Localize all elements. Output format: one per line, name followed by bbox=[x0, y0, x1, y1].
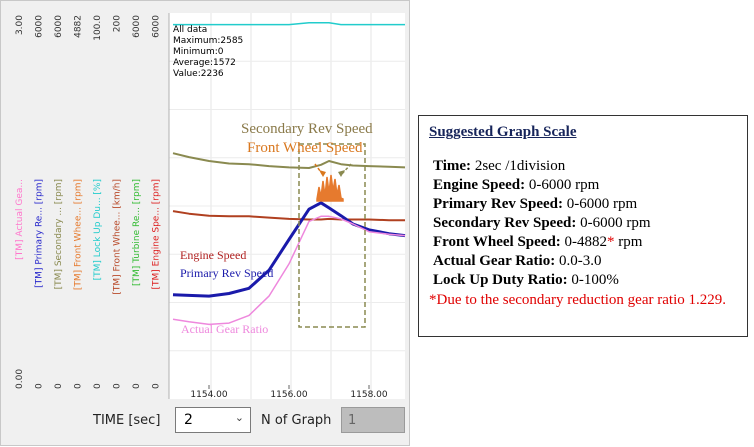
scale-unit: rpm bbox=[614, 234, 643, 250]
y-axis-max-label: 6000 bbox=[35, 15, 45, 38]
stats-heading: All data bbox=[173, 25, 207, 35]
y-axes: 3.00 [TM] Actual Gea... 0.00 6000 [TM] Prima… bbox=[15, 15, 162, 389]
scale-row-engine: Engine Speed: 0-6000 rpm bbox=[433, 177, 599, 194]
y-axis-max-label: 100.0 bbox=[93, 15, 103, 41]
chart-area[interactable]: 3.00 [TM] Actual Gea... 0.00 6000 [TM] Prima… bbox=[1, 1, 411, 401]
series-line bbox=[172, 215, 406, 326]
y-axis-min-label: 0.00 bbox=[15, 369, 25, 389]
arrowhead-left bbox=[319, 170, 326, 177]
y-axis-min-label: 0 bbox=[35, 383, 45, 389]
scale-row-secondary: Secondary Rev Speed: 0-6000 rpm bbox=[433, 215, 651, 232]
ngraph-label: N of Graph bbox=[261, 413, 332, 428]
y-axis-name-label: [TM] Lock Up Du... [%] bbox=[93, 179, 103, 280]
x-tick-label: 1158.00 bbox=[350, 390, 387, 400]
arrowhead-right bbox=[338, 170, 345, 177]
y-axis-max-label: 6000 bbox=[152, 15, 162, 38]
x-axis-ticks: 1154.00 1156.00 1158.00 bbox=[190, 385, 388, 400]
x-tick-label: 1154.00 bbox=[190, 390, 227, 400]
scale-row-lockup: Lock Up Duty Ratio: 0-100% bbox=[433, 272, 619, 289]
y-axis-min-label: 0 bbox=[113, 383, 123, 389]
scale-label: Secondary Rev Speed: bbox=[433, 215, 577, 231]
scale-label: Time: bbox=[433, 158, 472, 174]
scale-row-front-wheel: Front Wheel Speed: 0-4882* rpm bbox=[433, 234, 642, 251]
y-axis-max-label: 6000 bbox=[54, 15, 64, 38]
scale-label: Lock Up Duty Ratio: bbox=[433, 272, 568, 288]
time-label: TIME [sec] bbox=[93, 413, 161, 428]
x-tick-label: 1156.00 bbox=[270, 390, 307, 400]
annotation-gear-ratio: Actual Gear Ratio bbox=[181, 322, 268, 336]
series-line bbox=[172, 210, 405, 222]
y-axis-max-label: 6000 bbox=[132, 15, 142, 38]
scale-label: Engine Speed: bbox=[433, 177, 526, 193]
series-line bbox=[173, 21, 405, 26]
y-axis-name-label: [TM] Actual Gea... bbox=[15, 179, 25, 260]
y-axis-name-label: [TM] Engine Spe... [rpm] bbox=[152, 179, 162, 289]
y-axis-max-label: 3.00 bbox=[15, 15, 25, 35]
front-wheel-speed-spike bbox=[316, 174, 344, 202]
stats-minimum: Minimum:0 bbox=[173, 47, 224, 57]
scale-value: 0-100% bbox=[567, 272, 619, 288]
scale-row-primary: Primary Rev Speed: 0-6000 rpm bbox=[433, 196, 637, 213]
series-line bbox=[172, 152, 406, 169]
time-select[interactable]: 2 ⌄ bbox=[175, 407, 251, 433]
stats-maximum: Maximum:2585 bbox=[173, 36, 243, 46]
y-axis-name-label: [TM] Primary Re... [rpm] bbox=[35, 179, 45, 288]
stats-value: Value:2236 bbox=[173, 69, 224, 79]
y-axis-name-label: [TM] Front Whee... [km/h] bbox=[113, 179, 123, 295]
annotation-secondary: Secondary Rev Speed bbox=[241, 121, 373, 137]
chevron-down-icon: ⌄ bbox=[234, 411, 244, 424]
graph-panel: 3.00 [TM] Actual Gea... 0.00 6000 [TM] Prima… bbox=[0, 0, 410, 446]
scale-value: 0.0-3.0 bbox=[555, 253, 602, 269]
y-axis-name-label: [TM] Turbine Re... [rpm] bbox=[132, 179, 142, 286]
y-axis-max-label: 200 bbox=[113, 15, 123, 32]
scale-value: 0-4882 bbox=[560, 234, 608, 250]
bottom-toolbar: TIME [sec] 2 ⌄ N of Graph 1 bbox=[1, 401, 411, 447]
scale-row-time: Time: 2sec /1division bbox=[433, 158, 565, 175]
highlight-box bbox=[298, 143, 366, 328]
series-layer bbox=[172, 21, 406, 326]
scale-label: Front Wheel Speed: bbox=[433, 234, 561, 250]
ngraph-input[interactable]: 1 bbox=[341, 407, 405, 433]
scale-value: 0-6000 rpm bbox=[525, 177, 600, 193]
annotation-front-wheel: Front Wheel Speed bbox=[247, 140, 363, 156]
series-line bbox=[172, 201, 406, 298]
scale-value: 0-6000 rpm bbox=[576, 215, 651, 231]
stats-readout: All data Maximum:2585 Minimum:0 Average:… bbox=[173, 25, 243, 79]
scale-note: *Due to the secondary reduction gear rat… bbox=[429, 292, 726, 308]
scale-row-gear-ratio: Actual Gear Ratio: 0.0-3.0 bbox=[433, 253, 601, 270]
y-axis-min-label: 0 bbox=[132, 383, 142, 389]
annotation-engine: Engine Speed bbox=[180, 248, 246, 262]
y-axis-min-label: 0 bbox=[54, 383, 64, 389]
scale-value: 0-6000 rpm bbox=[562, 196, 638, 212]
time-select-value: 2 bbox=[184, 412, 193, 428]
scale-asterisk: * bbox=[607, 234, 615, 250]
y-axis-name-label: [TM] Front Whee... [rpm] bbox=[74, 179, 84, 290]
scale-title: Suggested Graph Scale bbox=[429, 124, 577, 140]
suggested-scale-box: Suggested Graph Scale Time: 2sec /1divis… bbox=[418, 115, 748, 337]
y-axis-min-label: 0 bbox=[74, 383, 84, 389]
y-axis-max-label: 4882 bbox=[74, 15, 84, 38]
scale-label: Primary Rev Speed: bbox=[433, 196, 563, 212]
annotation-primary: Primary Rev Speed bbox=[180, 266, 273, 280]
ngraph-value: 1 bbox=[348, 413, 357, 428]
front-wheel-speed-line bbox=[316, 174, 344, 202]
scale-label: Actual Gear Ratio: bbox=[433, 253, 556, 269]
stats-average: Average:1572 bbox=[173, 58, 236, 68]
scale-value: 2sec /1division bbox=[471, 158, 566, 174]
y-axis-name-label: [TM] Secondary ... [rpm] bbox=[54, 179, 64, 289]
y-axis-min-label: 0 bbox=[93, 383, 103, 389]
y-axis-min-label: 0 bbox=[152, 383, 162, 389]
